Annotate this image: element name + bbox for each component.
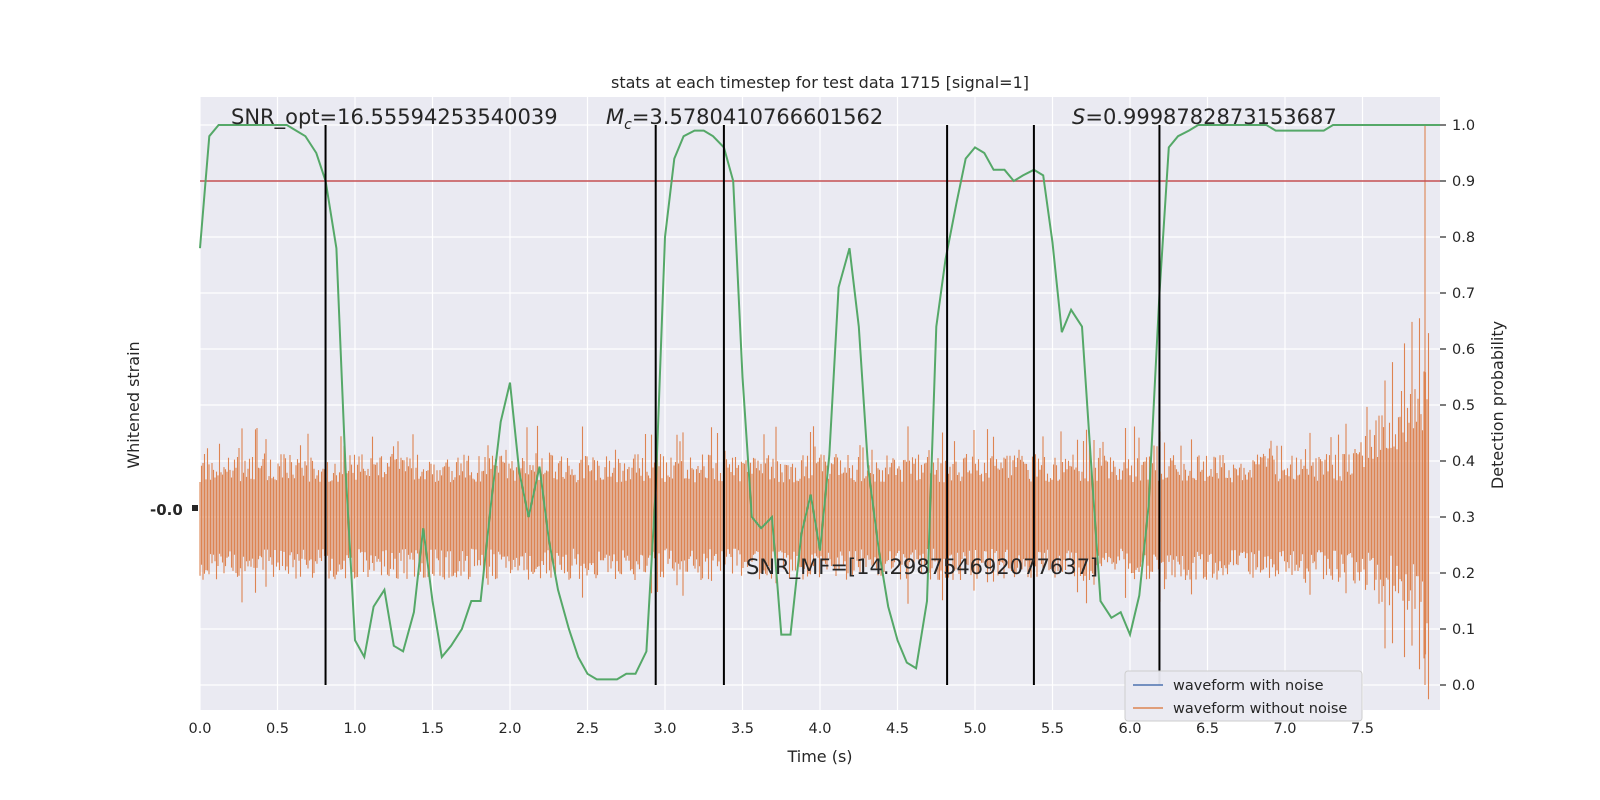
x-tick-label: 2.5 xyxy=(576,721,599,737)
y-tick-label: 0.4 xyxy=(1452,454,1475,470)
s-symbol: S xyxy=(1072,105,1085,129)
legend-label-with-noise: waveform with noise xyxy=(1173,678,1324,694)
x-tick-label: 7.5 xyxy=(1351,721,1374,737)
s-annotation: S=0.9998782873153687 xyxy=(1072,105,1337,129)
legend-label-without-noise: waveform without noise xyxy=(1173,701,1347,717)
x-tick-label: 1.0 xyxy=(343,721,366,737)
left-axis-tick-cluster: -0.0 xyxy=(150,501,198,519)
left-axis-tick-mark xyxy=(192,505,198,511)
x-tick-label: 3.5 xyxy=(731,721,754,737)
y-tick-label: 0.3 xyxy=(1452,510,1475,526)
waveform-trace xyxy=(199,125,1430,700)
s-value: =0.9998782873153687 xyxy=(1085,105,1336,129)
x-axis-ticks: 0.0 0.5 1.0 1.5 2.0 2.5 3.0 3.5 4.0 4.5 5.0 5.5 6.0 6… xyxy=(188,721,1374,737)
x-axis-label: Time (s) xyxy=(786,747,852,766)
probability-trace xyxy=(199,124,1440,681)
x-tick-label: 4.0 xyxy=(808,721,831,737)
snr-opt-annotation: SNR_opt=16.55594253540039 xyxy=(231,105,558,130)
y-tick-label: 0.0 xyxy=(1452,678,1475,694)
y-tick-label: 0.8 xyxy=(1452,230,1475,246)
legend-box xyxy=(1124,670,1363,722)
y-tick-label: 0.1 xyxy=(1452,622,1475,638)
x-tick-label: 5.5 xyxy=(1041,721,1064,737)
x-tick-label: 0.5 xyxy=(266,721,289,737)
x-tick-label: 0.0 xyxy=(188,721,211,737)
x-tick-label: 4.5 xyxy=(886,721,909,737)
detection-probability-line xyxy=(199,124,1440,681)
x-tick-label: 2.0 xyxy=(498,721,521,737)
waveform-without-noise xyxy=(199,125,1430,700)
chirp-mass-subscript: c xyxy=(624,117,632,133)
y-tick-label: 0.9 xyxy=(1452,174,1475,190)
y-tick-label: 0.2 xyxy=(1452,566,1475,582)
y-axis-left-label: Whitened strain xyxy=(124,341,143,468)
y-axis-right-label: Detection probability xyxy=(1488,321,1507,489)
y-tick-label: 0.6 xyxy=(1452,342,1475,358)
x-tick-label: 1.5 xyxy=(421,721,444,737)
y-tick-label: 0.7 xyxy=(1452,286,1475,302)
x-tick-label: 6.0 xyxy=(1118,721,1141,737)
event-markers xyxy=(324,125,1161,685)
y-tick-label: 0.5 xyxy=(1452,398,1475,414)
chart-title: stats at each timestep for test data 171… xyxy=(611,73,1029,92)
y-axis-ticks: 0.0 0.1 0.2 0.3 0.4 0.5 0.6 0.7 0.8 0.9 1.0 xyxy=(1440,118,1475,694)
legend: waveform with noise waveform without noi… xyxy=(1124,670,1363,722)
chirp-mass-symbol: M xyxy=(606,105,624,129)
x-tick-label: 5.0 xyxy=(963,721,986,737)
x-tick-label: 3.0 xyxy=(653,721,676,737)
y-tick-label: 1.0 xyxy=(1452,118,1475,134)
x-tick-label: 7.0 xyxy=(1273,721,1296,737)
snr-mf-annotation: SNR_MF=[14.298754692077637] xyxy=(746,555,1098,580)
chirp-mass-value: =3.5780410766601562 xyxy=(632,105,883,129)
x-tick-label: 6.5 xyxy=(1196,721,1219,737)
chirp-mass-annotation: Mc=3.5780410766601562 xyxy=(606,105,883,133)
left-axis-tick-overlap: -0.0 xyxy=(150,501,183,519)
